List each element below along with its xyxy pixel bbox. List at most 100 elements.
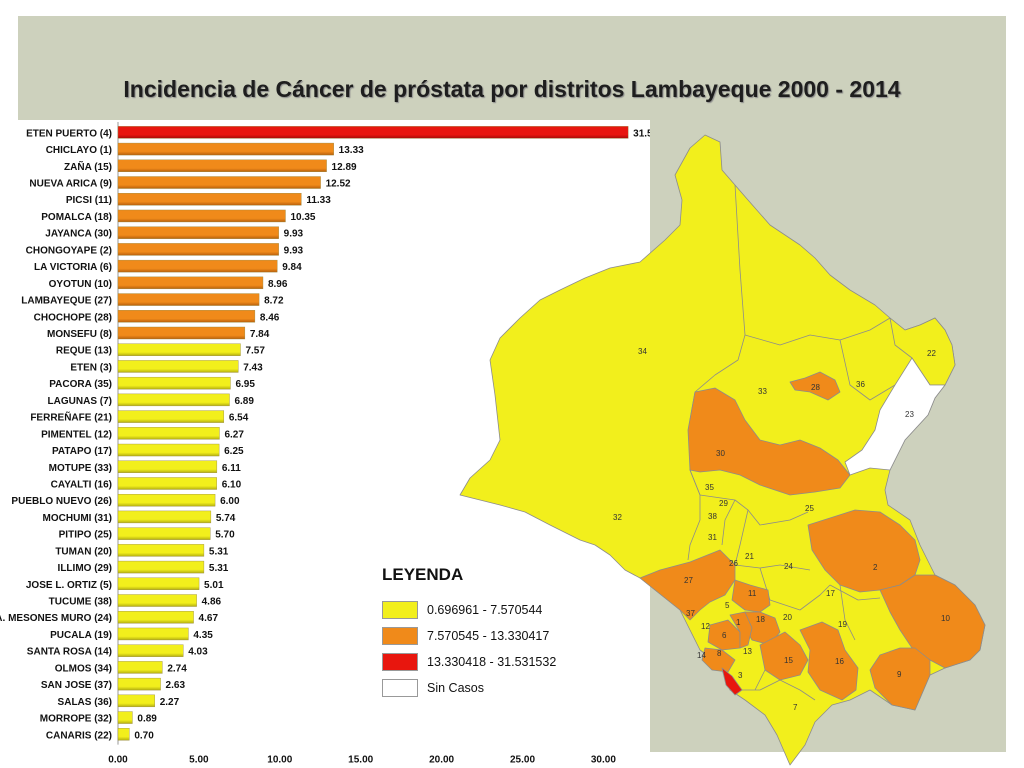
legend-item-mid: 7.570545 - 13.330417 [382,623,582,649]
bar [117,293,260,306]
bar [117,276,264,290]
value-label: 31.53 [633,128,650,139]
bar [117,611,194,624]
value-label: 6.10 [222,479,242,490]
value-label: 12.89 [332,162,357,173]
legend-swatch-high [382,653,418,671]
category-label: CHOCHOPE (28) [34,312,112,323]
map-region-south-borders [742,584,881,701]
map-legend: LEYENDA 0.696961 - 7.570544 7.570545 - 1… [382,565,582,701]
category-label: SAN JOSE (37) [41,680,112,691]
map-label: 16 [835,657,844,666]
x-tick-label: 15.00 [348,755,373,766]
category-label: CHICLAYO (1) [46,145,112,156]
map-label: 6 [722,631,727,640]
x-tick-label: 0.00 [108,755,128,766]
map-region-10 [879,574,986,669]
legend-label-low: 0.696961 - 7.570544 [427,603,543,617]
map-label: 10 [941,614,950,623]
category-label: JAYANCA (30) [45,229,112,240]
value-label: 2.74 [167,663,187,674]
value-label: 0.70 [134,730,154,741]
bar [117,460,218,473]
bar [117,711,133,724]
value-label: 4.35 [193,630,213,641]
map-region-36-border [839,339,896,401]
value-label: 7.84 [250,329,270,340]
bar [117,126,629,139]
value-label: 6.25 [224,446,244,457]
bar [117,644,184,657]
map-label: 35 [705,483,714,492]
bar [117,176,321,189]
value-label: 5.74 [216,513,236,524]
map-region-27 [639,549,736,621]
bar [117,694,155,708]
map-region-16 [799,621,859,701]
category-label: PICSI (11) [66,195,112,206]
value-label: 12.52 [326,179,351,190]
legend-swatch-none [382,679,418,697]
x-tick-label: 5.00 [189,755,209,766]
category-label: PATAPO (17) [52,446,112,457]
category-label: MOCHUMI (31) [43,513,112,524]
category-label: ETEN (3) [70,362,112,373]
value-label: 6.95 [235,379,255,390]
value-label: 4.86 [202,597,222,608]
category-label: TUMAN (20) [55,546,112,557]
value-label: 4.67 [199,613,219,624]
category-label: PITIPO (25) [59,530,112,541]
bar [117,410,225,423]
value-label: 6.11 [222,463,241,474]
bar [117,326,246,340]
bar [117,159,327,172]
category-label: PIMENTEL (12) [41,429,112,440]
map-region-1 [729,611,753,649]
legend-label-none: Sin Casos [427,681,484,695]
value-label: 9.93 [284,229,304,240]
map-region-28 [789,371,841,401]
value-label: 8.72 [264,296,284,307]
bar [117,243,279,256]
map-label: 2 [873,563,878,572]
bar [117,494,216,507]
map-label: 15 [784,656,793,665]
map-label: 36 [856,380,865,389]
map-label: 30 [716,449,725,458]
bar [117,209,286,223]
bar [117,577,200,590]
legend-swatch-low [382,601,418,619]
map-label: 13 [743,647,752,656]
map-label: 33 [758,387,767,396]
bar [117,393,230,407]
category-label: MOTUPE (33) [49,463,112,474]
map-label: 31 [708,533,717,542]
map-label: 20 [783,613,792,622]
map-label: 21 [745,552,754,561]
category-label: FERREÑAFE (21) [30,411,112,424]
map-region-9 [869,647,931,711]
map-label: 28 [811,383,820,392]
bar [117,661,163,674]
map-region-middle-borders [687,469,831,611]
value-label: 11.33 [306,195,331,206]
map-label: 34 [638,347,647,356]
map-region-22 [889,317,956,386]
bar [117,477,217,490]
bar [117,560,205,574]
value-label: 5.31 [209,563,229,574]
bar [117,360,239,373]
bar [117,142,334,156]
legend-label-mid: 7.570545 - 13.330417 [427,629,550,643]
category-label: CAYALTI (16) [51,479,112,490]
map-label: 25 [805,504,814,513]
map-label: 14 [697,651,706,660]
value-label: 5.01 [204,580,224,591]
category-label: ETEN PUERTO (4) [26,128,112,139]
category-label: MORROPE (32) [40,714,112,725]
category-label: OYOTUN (10) [49,279,112,290]
category-label: LAGUNAS (7) [48,396,112,407]
map-region-33-border [744,317,891,346]
bar [117,677,161,691]
